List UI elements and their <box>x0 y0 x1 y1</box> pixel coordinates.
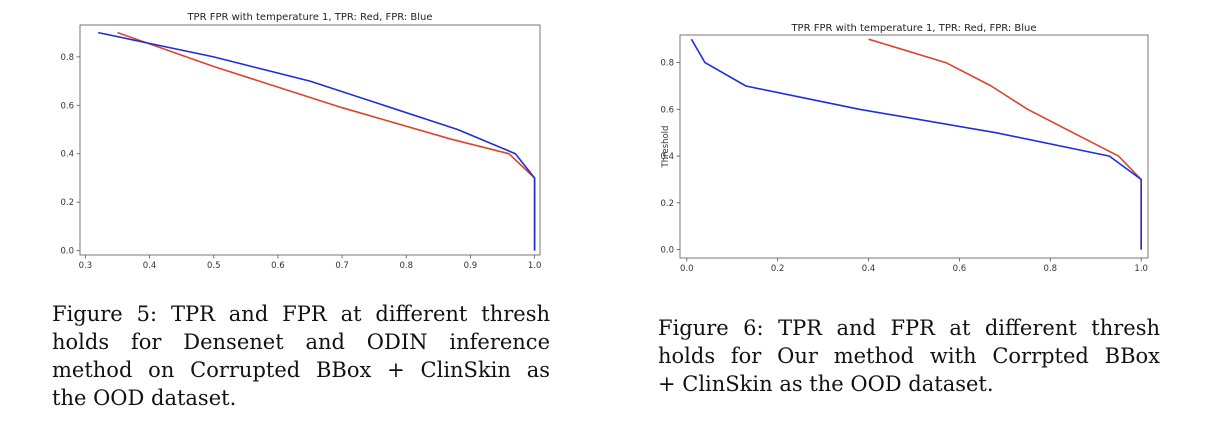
caption-line: the OOD dataset. <box>52 386 237 410</box>
chart-5-group: TPR FPR with temperature 1, TPR: Red, FP… <box>60 12 541 271</box>
x-tick-label: 0.4 <box>143 261 157 271</box>
x-tick-label: 0.8 <box>399 261 413 271</box>
chart-6-group: TPR FPR with temperature 1, TPR: Red, FP… <box>660 23 1149 274</box>
series-line-red <box>868 38 1142 250</box>
figure-5-caption: Figure 5: TPR and FPR at different thres… <box>52 300 550 412</box>
series-line-blue <box>690 38 1142 250</box>
y-tick-label: 0.2 <box>60 198 74 208</box>
x-tick-label: 0.8 <box>1044 264 1058 274</box>
figure-6-caption: Figure 6: TPR and FPR at different thres… <box>658 314 1160 398</box>
x-tick-label: 0.9 <box>464 261 478 271</box>
y-axis-label: Threshold <box>661 126 671 169</box>
y-tick-label: 0.0 <box>660 246 674 256</box>
caption-line: holds for Densenet and ODIN inference <box>52 330 550 354</box>
caption-line: + ClinSkin as the OOD dataset. <box>658 372 994 396</box>
series-line-blue <box>98 31 536 251</box>
x-tick-label: 0.6 <box>271 261 285 271</box>
caption-line: Figure 5: TPR and FPR at different thres… <box>52 302 550 326</box>
chart-title: TPR FPR with temperature 1, TPR: Red, FP… <box>186 12 432 23</box>
x-tick-label: 1.0 <box>1134 264 1148 274</box>
plot-frame <box>679 34 1149 259</box>
x-tick-label: 1.0 <box>528 261 542 271</box>
caption-line: Figure 6: TPR and FPR at different thres… <box>658 316 1160 340</box>
series-line-red <box>117 31 536 251</box>
caption-line: method on Corrupted BBox + ClinSkin as <box>52 358 550 382</box>
y-tick-label: 0.8 <box>660 59 674 69</box>
y-tick-label: 0.4 <box>660 152 674 162</box>
x-tick-label: 0.5 <box>207 261 221 271</box>
x-tick-label: 0.4 <box>862 264 876 274</box>
x-tick-label: 0.6 <box>953 264 967 274</box>
x-tick-label: 0.2 <box>771 264 785 274</box>
plot-frame <box>79 24 541 256</box>
y-tick-label: 0.6 <box>660 105 674 115</box>
y-tick-label: 0.4 <box>60 150 74 160</box>
chart-title: TPR FPR with temperature 1, TPR: Red, FP… <box>790 23 1036 34</box>
y-tick-label: 0.6 <box>60 101 74 111</box>
y-tick-label: 0.8 <box>60 53 74 63</box>
x-tick-label: 0.0 <box>680 264 694 274</box>
x-tick-label: 0.7 <box>335 261 349 271</box>
caption-line: holds for Our method with Corrpted BBox <box>658 344 1160 368</box>
y-tick-label: 0.2 <box>660 199 674 209</box>
y-tick-label: 0.0 <box>60 247 74 257</box>
x-tick-label: 0.3 <box>79 261 93 271</box>
